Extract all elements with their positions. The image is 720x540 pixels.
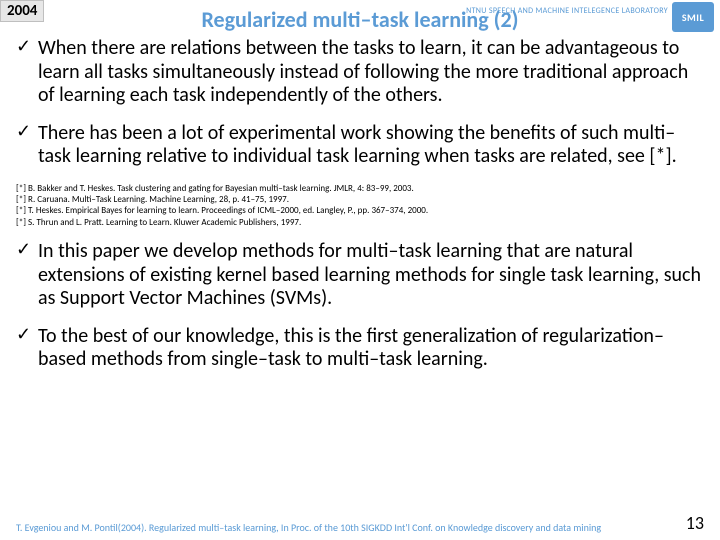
slide: 2004 NTNU SPEECH AND MACHINE INTELEGENCE… bbox=[0, 0, 720, 540]
bullet-text: There has been a lot of experimental wor… bbox=[38, 122, 704, 169]
logo: SMIL bbox=[672, 2, 714, 32]
reference-line: [*] R. Caruana. Multi–Task Learning. Mac… bbox=[16, 194, 704, 205]
bullet-text: In this paper we develop methods for mul… bbox=[38, 240, 704, 311]
reference-line: [*] T. Heskes. Empirical Bayes for learn… bbox=[16, 205, 704, 216]
footer: T. Evgeniou and M. Pontil(2004). Regular… bbox=[16, 512, 704, 534]
bullet-text: When there are relations between the tas… bbox=[38, 37, 704, 108]
reference-line: [*] B. Bakker and T. Heskes. Task cluste… bbox=[16, 183, 704, 194]
check-icon: ✓ bbox=[16, 240, 38, 311]
check-icon: ✓ bbox=[16, 122, 38, 169]
reference-line: [*] S. Thrun and L. Pratt. Learning to L… bbox=[16, 217, 704, 228]
bullet-text: To the best of our knowledge, this is th… bbox=[38, 325, 704, 372]
check-icon: ✓ bbox=[16, 325, 38, 372]
references-block: [*] B. Bakker and T. Heskes. Task cluste… bbox=[16, 183, 704, 228]
year-badge: 2004 bbox=[0, 0, 44, 22]
lab-name: NTNU SPEECH AND MACHINE INTELEGENCE LABO… bbox=[466, 6, 668, 16]
bullet-item: ✓ There has been a lot of experimental w… bbox=[16, 122, 704, 169]
bullet-item: ✓ In this paper we develop methods for m… bbox=[16, 240, 704, 311]
page-number: 13 bbox=[686, 512, 704, 534]
bullet-item: ✓ To the best of our knowledge, this is … bbox=[16, 325, 704, 372]
bullet-item: ✓ When there are relations between the t… bbox=[16, 37, 704, 108]
check-icon: ✓ bbox=[16, 37, 38, 108]
logo-text: SMIL bbox=[682, 11, 704, 24]
footer-citation: T. Evgeniou and M. Pontil(2004). Regular… bbox=[16, 521, 678, 534]
